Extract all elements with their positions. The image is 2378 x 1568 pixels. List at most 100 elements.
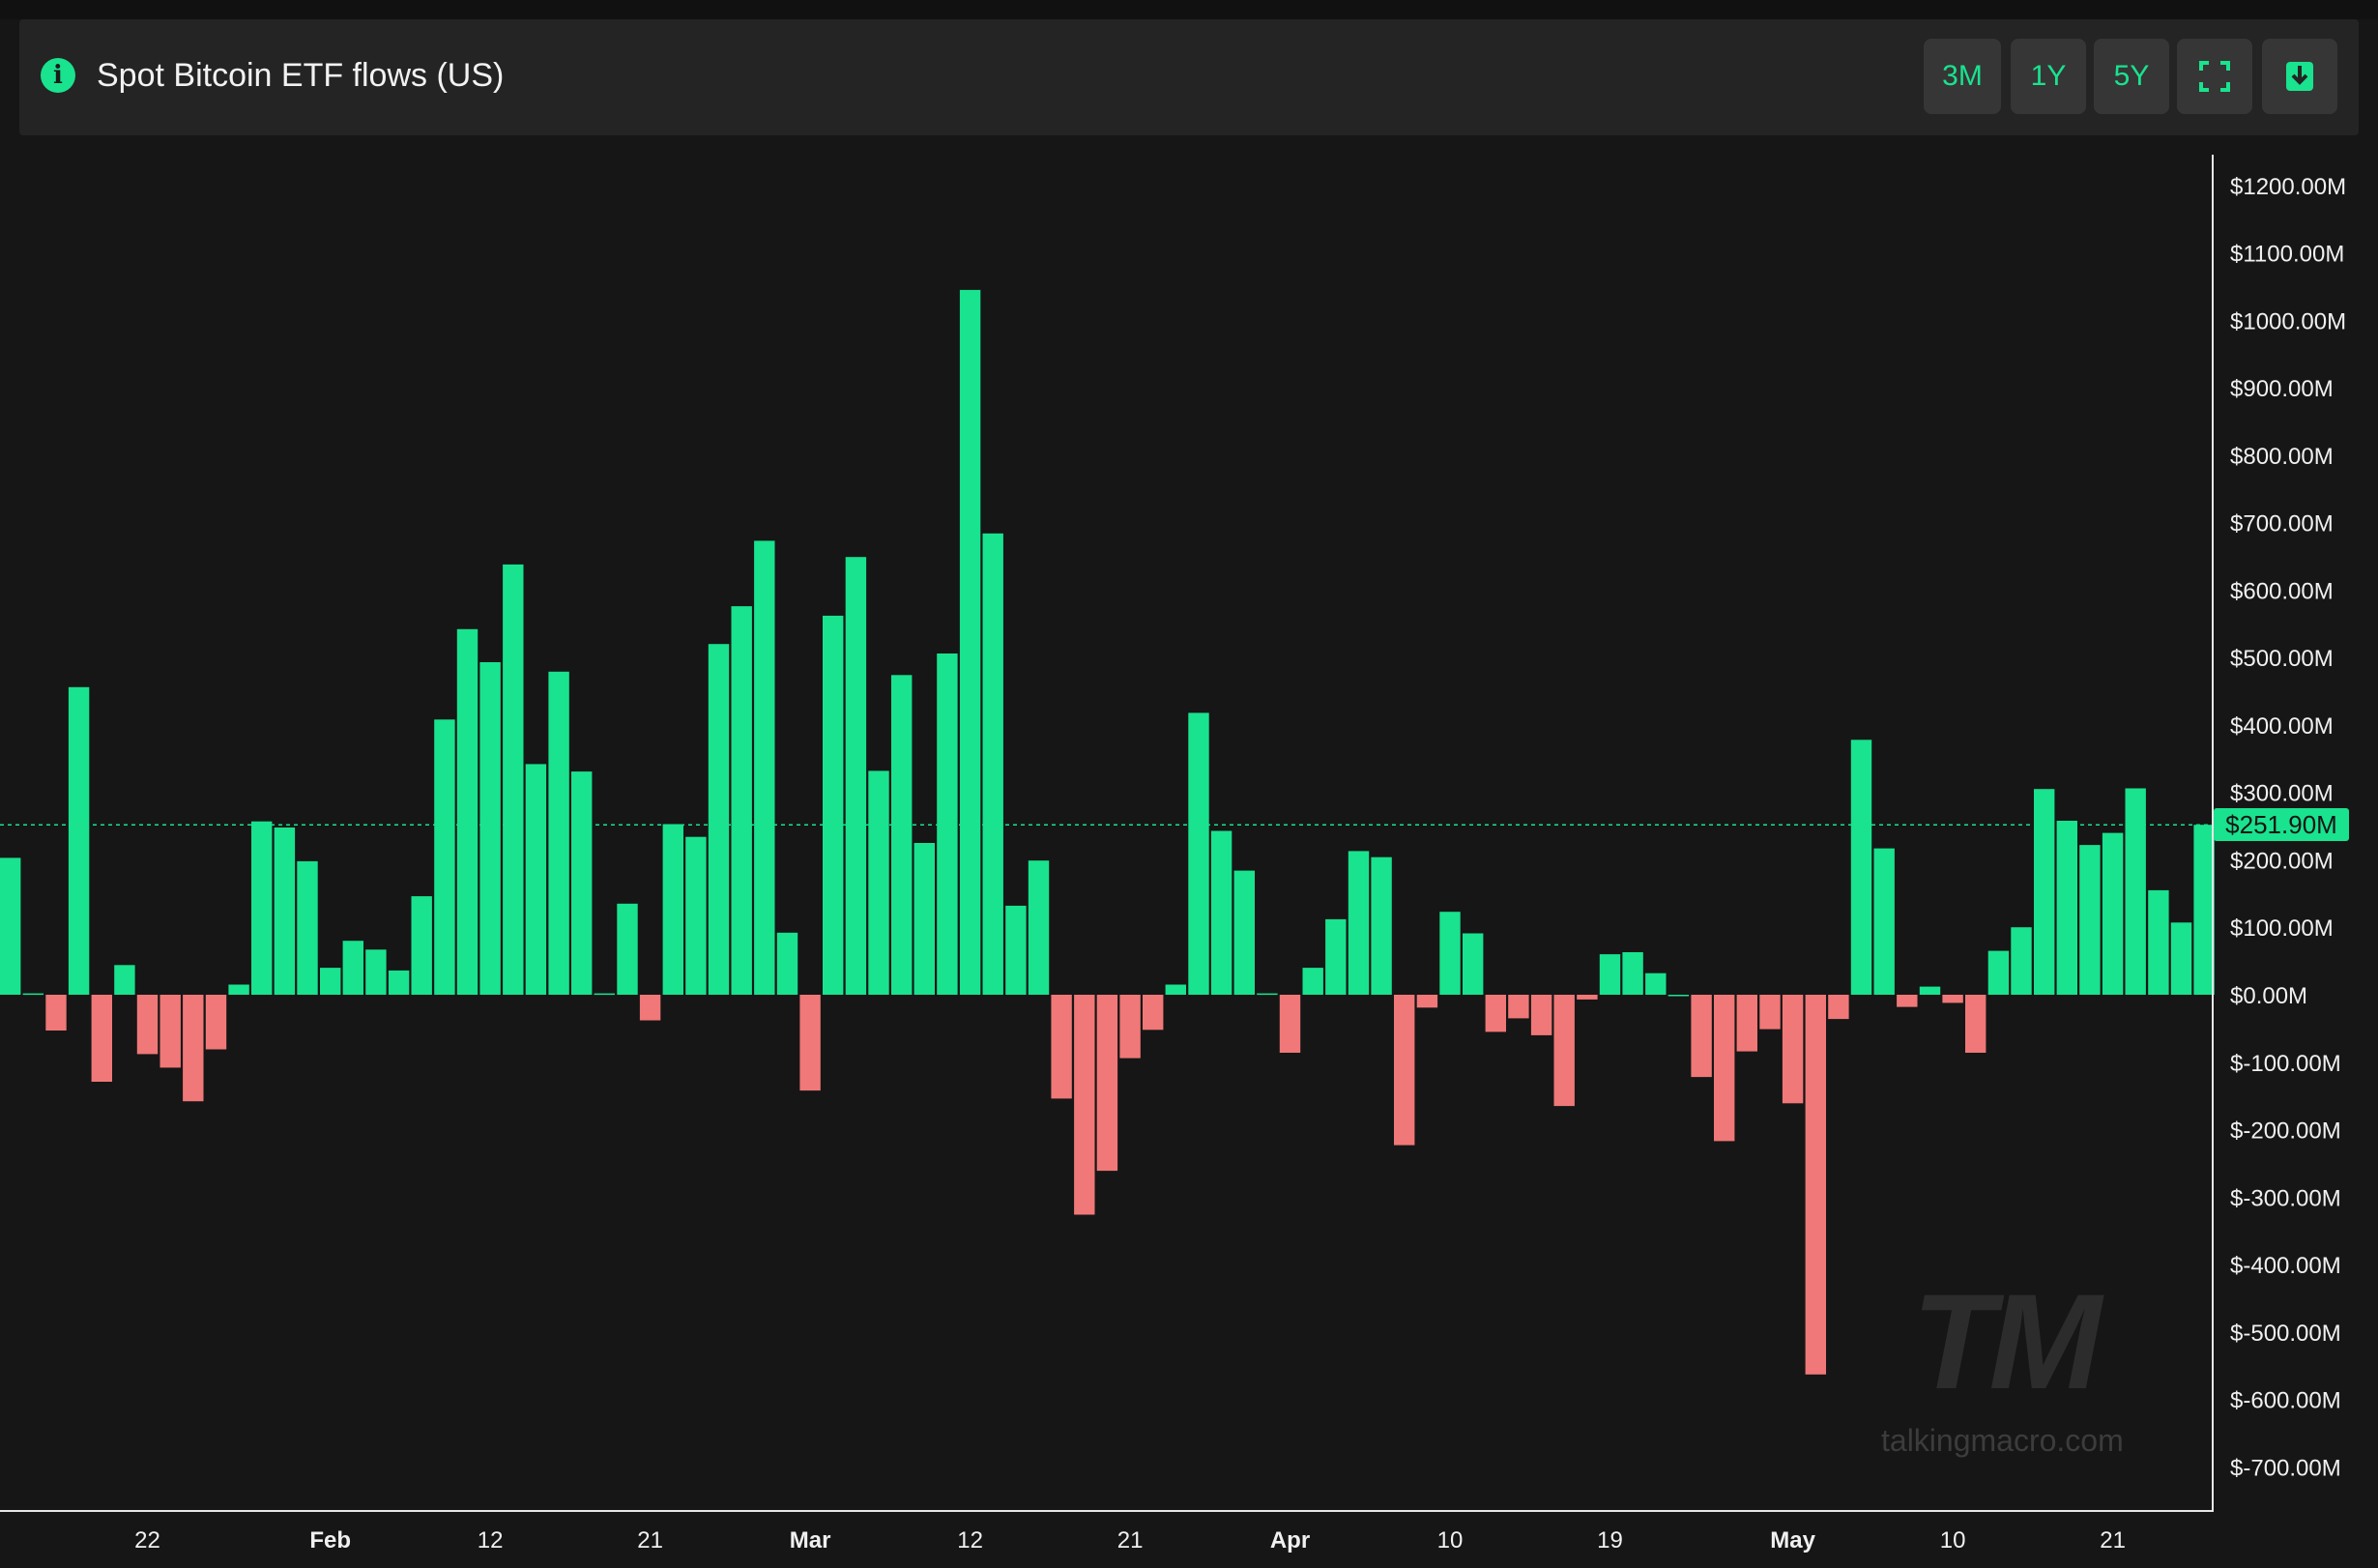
bar	[365, 949, 387, 995]
chart-title: Spot Bitcoin ETF flows (US)	[97, 57, 505, 94]
bar	[297, 860, 318, 995]
chart-header: i Spot Bitcoin ETF flows (US) 3M 1Y 5Y	[19, 19, 2359, 135]
y-tick-label: $-600.00M	[2230, 1388, 2341, 1414]
watermark-logo: TM	[1912, 1265, 2102, 1417]
bar	[183, 995, 204, 1102]
y-tick-label: $-200.00M	[2230, 1118, 2341, 1145]
bar	[1257, 993, 1278, 996]
bar	[1371, 857, 1392, 995]
bar	[1987, 950, 2010, 995]
y-tick-label: $0.00M	[2230, 983, 2307, 1009]
bar	[411, 896, 432, 995]
bar	[136, 995, 159, 1055]
fullscreen-button[interactable]	[2177, 39, 2252, 114]
y-tick-label: $500.00M	[2230, 646, 2334, 672]
bar	[754, 540, 775, 995]
x-tick-label: 10	[1940, 1527, 1966, 1553]
bar	[639, 995, 661, 1021]
x-tick-label: 22	[134, 1527, 160, 1553]
bar	[1599, 954, 1621, 995]
bar	[91, 995, 112, 1082]
range-3m-button[interactable]: 3M	[1924, 39, 2001, 114]
bar	[1782, 995, 1804, 1104]
bar	[1897, 995, 1918, 1007]
bar	[1210, 830, 1232, 995]
bar	[2148, 889, 2169, 995]
bar	[2102, 832, 2124, 995]
bar	[525, 764, 547, 995]
x-axis-line	[0, 1510, 2214, 1512]
bar	[2079, 845, 2101, 995]
range-5y-button[interactable]: 5Y	[2094, 39, 2169, 114]
bar	[1850, 740, 1872, 995]
bar	[914, 843, 935, 995]
bar	[1691, 995, 1712, 1078]
range-1y-button[interactable]: 1Y	[2011, 39, 2086, 114]
bar	[708, 644, 730, 995]
bar	[571, 771, 593, 995]
bar	[2056, 821, 2077, 995]
bar	[1759, 995, 1781, 1030]
bar	[891, 675, 913, 995]
bar	[1165, 984, 1186, 995]
bar	[1074, 995, 1095, 1215]
bar	[45, 995, 67, 1031]
bar	[1279, 995, 1301, 1053]
x-tick-label: 12	[957, 1527, 983, 1553]
bar	[2125, 788, 2146, 995]
top-strip	[0, 0, 2378, 19]
bar	[982, 533, 1003, 995]
bar	[845, 557, 867, 995]
y-tick-label: $800.00M	[2230, 444, 2334, 470]
bar	[1919, 986, 1941, 995]
y-axis-line	[2212, 155, 2214, 1512]
bar	[1942, 995, 1963, 1003]
fullscreen-icon	[2199, 61, 2230, 92]
bar	[1233, 870, 1255, 995]
y-tick-label: $400.00M	[2230, 713, 2334, 740]
bar	[959, 289, 981, 995]
x-tick-label: 12	[478, 1527, 504, 1553]
bar	[1530, 995, 1552, 1035]
bar	[1668, 995, 1690, 997]
y-tick-label: $200.00M	[2230, 849, 2334, 875]
info-icon[interactable]: i	[41, 58, 75, 93]
bar	[1736, 995, 1757, 1052]
y-tick-label: $-300.00M	[2230, 1185, 2341, 1211]
download-icon	[2286, 62, 2313, 91]
bar	[1325, 918, 1347, 995]
y-tick-label: $-100.00M	[2230, 1051, 2341, 1077]
x-tick-label: Mar	[790, 1527, 831, 1553]
y-tick-label: $-700.00M	[2230, 1455, 2341, 1481]
x-tick-label: Feb	[309, 1527, 351, 1553]
bar	[594, 993, 615, 996]
x-tick-label: 21	[1117, 1527, 1144, 1553]
bar	[1143, 995, 1164, 1031]
bar	[320, 968, 341, 995]
bar	[1553, 995, 1575, 1107]
bar	[823, 615, 844, 995]
bar	[1714, 995, 1735, 1142]
bar	[1965, 995, 1986, 1053]
bar	[2170, 922, 2192, 995]
bar	[1119, 995, 1141, 1059]
y-tick-label: $100.00M	[2230, 915, 2334, 942]
y-tick-label: $-400.00M	[2230, 1253, 2341, 1279]
bar	[662, 824, 683, 995]
y-tick-label: $1100.00M	[2230, 242, 2344, 268]
y-tick-label: $1200.00M	[2230, 174, 2346, 200]
x-tick-label: Apr	[1270, 1527, 1310, 1553]
y-tick-label: $300.00M	[2230, 781, 2334, 807]
bar	[68, 686, 90, 995]
y-tick-label: $900.00M	[2230, 376, 2334, 402]
bar	[434, 719, 455, 995]
bar	[799, 995, 821, 1091]
bar	[388, 970, 410, 995]
bar	[2193, 825, 2215, 995]
bar	[1051, 995, 1072, 1099]
bar	[22, 993, 44, 996]
download-button[interactable]	[2262, 39, 2337, 114]
bar	[1805, 995, 1826, 1375]
y-tick-label: $700.00M	[2230, 511, 2334, 537]
